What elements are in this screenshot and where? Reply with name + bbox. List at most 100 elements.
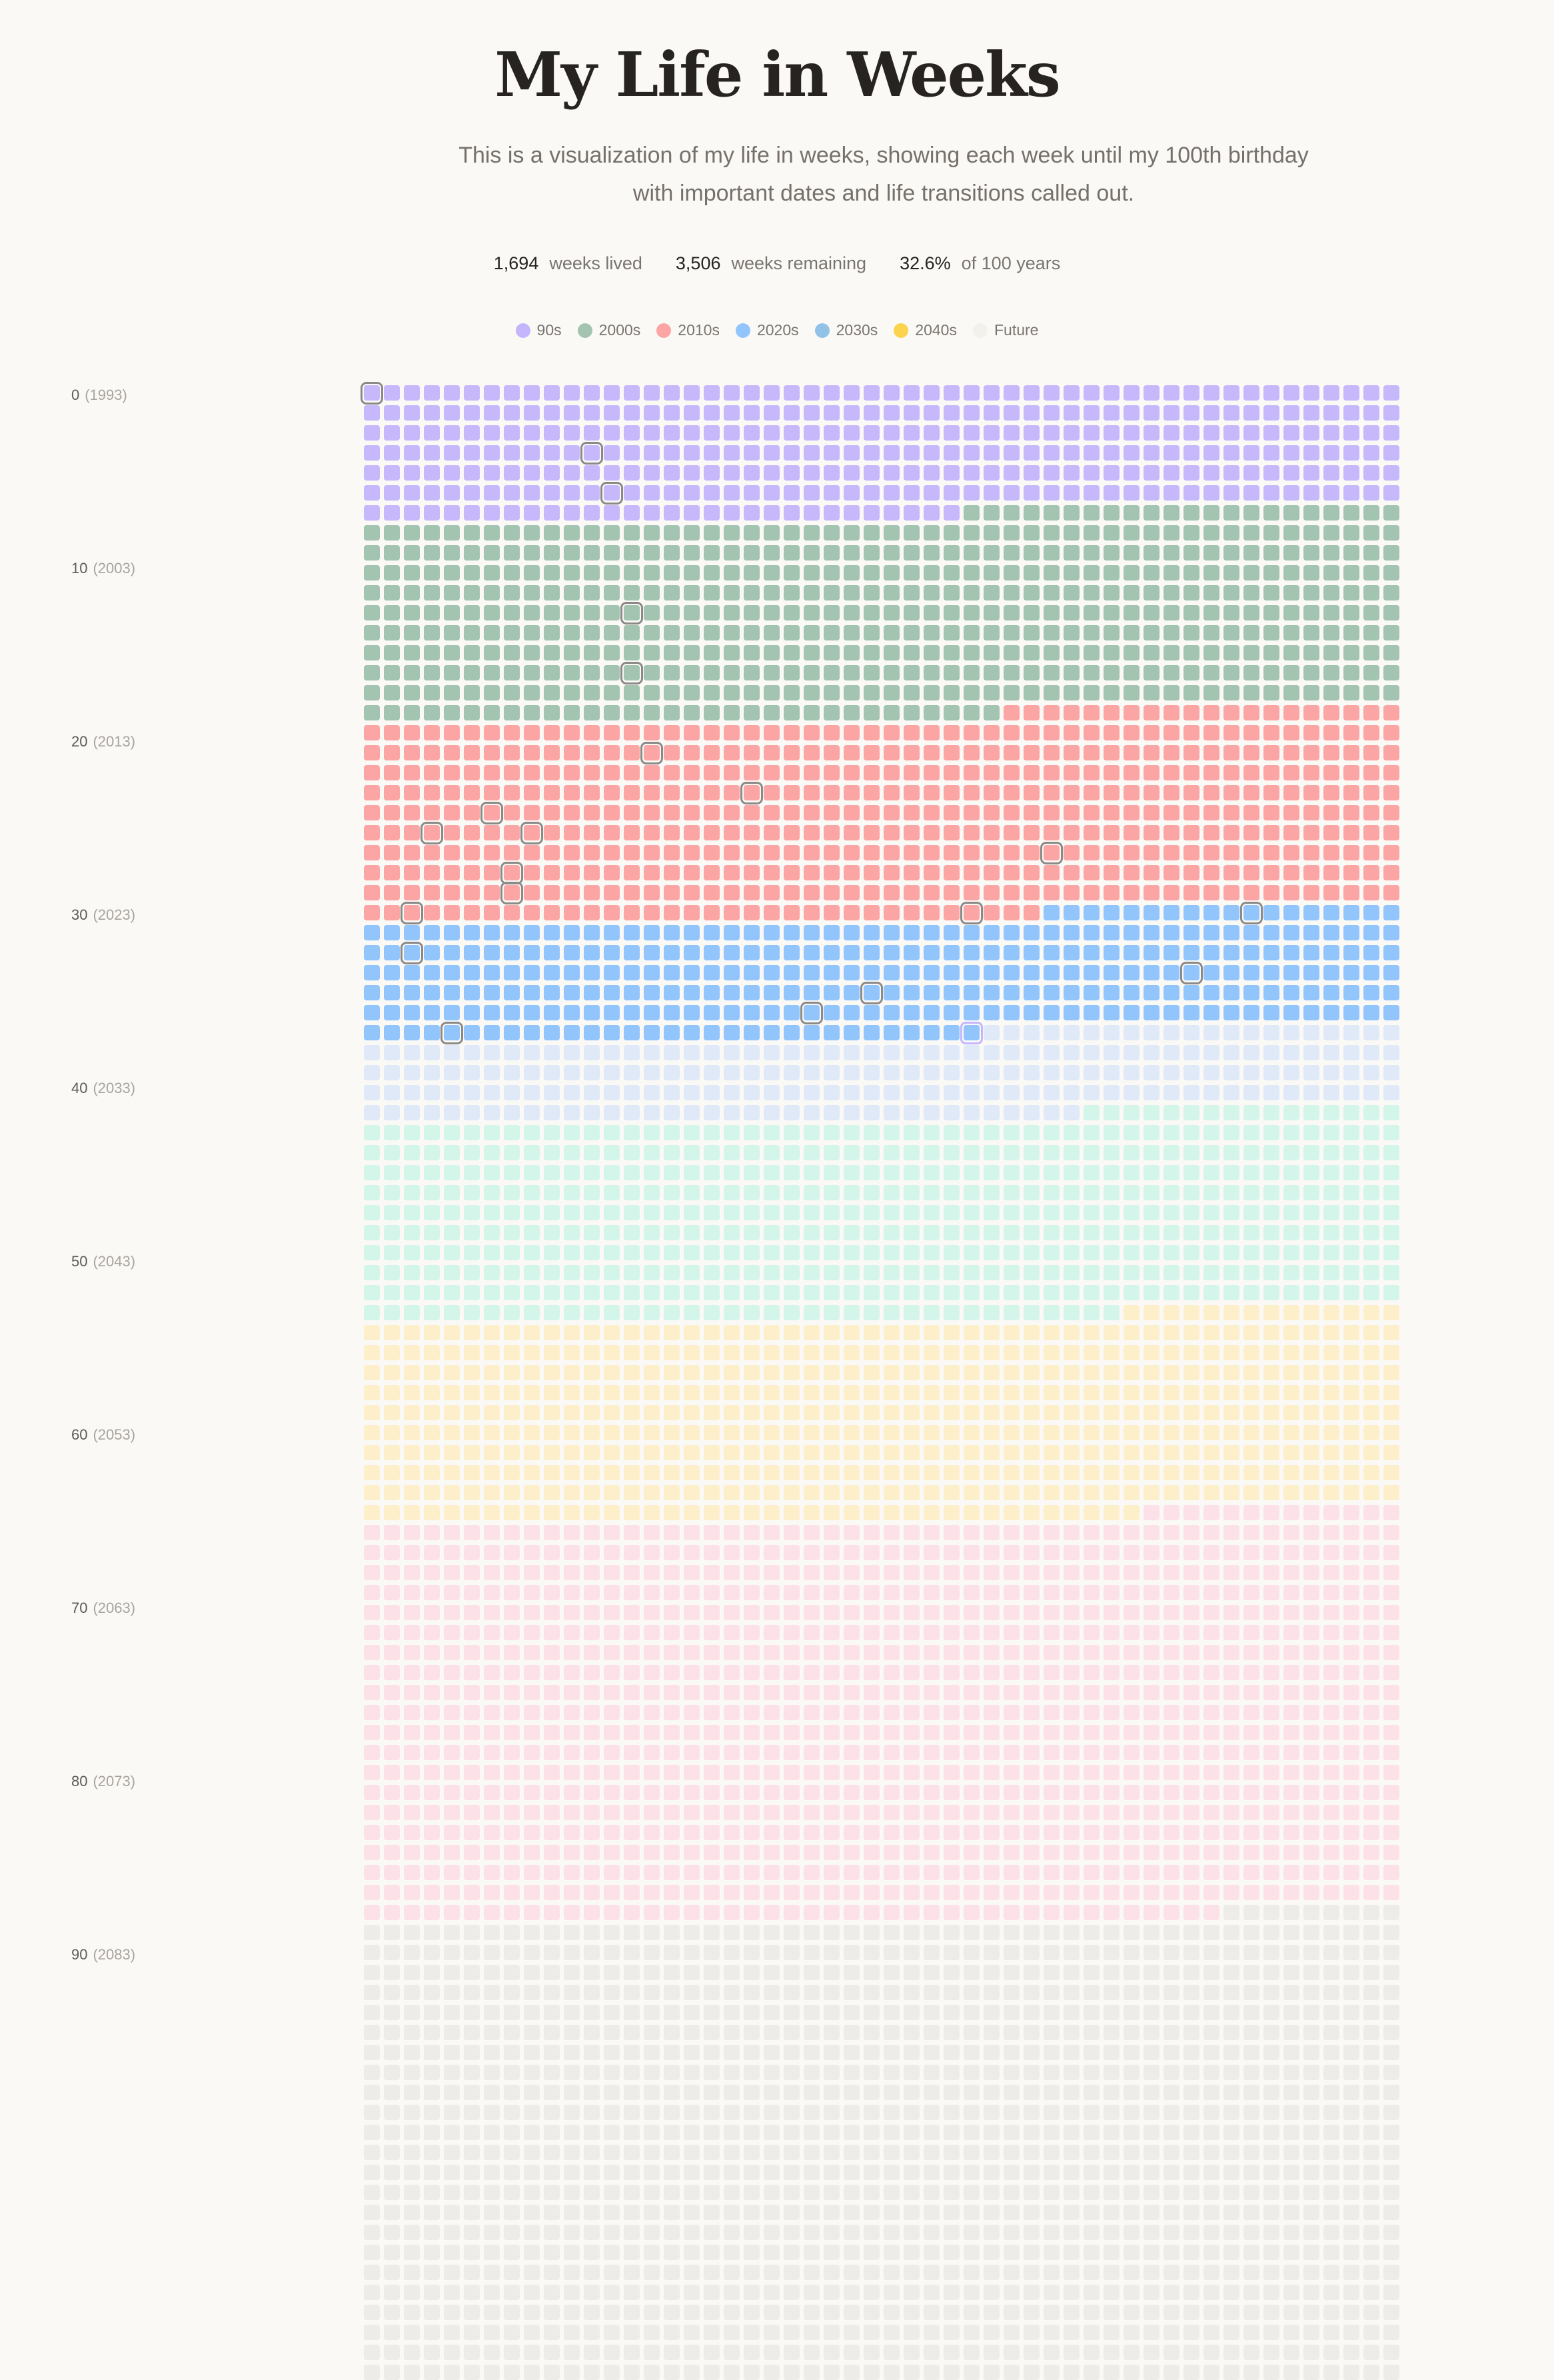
week-cell[interactable]	[1323, 465, 1339, 481]
week-cell[interactable]	[1263, 485, 1279, 501]
week-cell[interactable]	[704, 1865, 720, 1880]
week-cell[interactable]	[904, 2185, 920, 2200]
week-cell[interactable]	[964, 445, 980, 461]
week-cell[interactable]	[1024, 1585, 1040, 1600]
week-cell[interactable]	[1124, 525, 1140, 541]
week-cell[interactable]	[784, 1665, 800, 1680]
week-cell[interactable]	[1004, 625, 1020, 640]
week-cell[interactable]	[1323, 985, 1339, 1000]
week-cell[interactable]	[964, 425, 980, 441]
week-cell[interactable]	[364, 1965, 380, 1980]
week-cell[interactable]	[504, 405, 520, 421]
week-cell[interactable]	[904, 1345, 920, 1360]
week-cell[interactable]	[1303, 825, 1319, 840]
week-cell[interactable]	[944, 1825, 960, 1840]
week-cell[interactable]	[664, 1085, 680, 1100]
week-cell[interactable]	[804, 1265, 820, 1280]
week-cell[interactable]	[1044, 1585, 1060, 1600]
week-cell[interactable]	[504, 845, 520, 860]
week-cell[interactable]	[544, 1085, 560, 1100]
week-cell[interactable]	[1164, 845, 1179, 860]
week-cell[interactable]	[924, 825, 940, 840]
week-cell[interactable]	[764, 885, 780, 900]
week-cell[interactable]	[1104, 1365, 1120, 1380]
week-cell[interactable]	[644, 2265, 660, 2280]
week-cell[interactable]	[984, 805, 1000, 820]
week-cell[interactable]	[824, 1705, 840, 1720]
week-cell[interactable]	[1363, 1125, 1379, 1140]
week-cell[interactable]	[544, 1825, 560, 1840]
week-cell[interactable]	[704, 2105, 720, 2120]
week-cell[interactable]	[404, 1625, 420, 1640]
week-cell[interactable]	[1104, 1185, 1120, 1200]
week-cell[interactable]	[1044, 1185, 1060, 1200]
week-cell[interactable]	[664, 465, 680, 481]
week-cell[interactable]	[644, 985, 660, 1000]
week-cell[interactable]	[404, 1825, 420, 1840]
week-cell[interactable]	[644, 1205, 660, 1220]
week-cell[interactable]	[584, 2025, 600, 2040]
week-cell[interactable]	[804, 1465, 820, 1480]
week-cell[interactable]	[404, 1165, 420, 1180]
week-cell[interactable]	[544, 505, 560, 521]
week-cell[interactable]	[884, 1905, 900, 1920]
week-cell[interactable]	[984, 885, 1000, 900]
week-cell[interactable]	[544, 2045, 560, 2060]
week-cell[interactable]	[484, 705, 500, 720]
week-cell[interactable]	[1084, 485, 1100, 501]
week-cell[interactable]	[564, 1725, 580, 1740]
week-cell[interactable]	[1144, 1605, 1160, 1620]
week-cell[interactable]	[1303, 1925, 1319, 1940]
week-cell[interactable]	[1383, 385, 1399, 401]
week-cell[interactable]	[1144, 765, 1160, 780]
week-cell[interactable]	[1203, 685, 1219, 700]
week-cell[interactable]	[1383, 2185, 1399, 2200]
week-cell[interactable]	[1124, 825, 1140, 840]
week-cell[interactable]	[684, 905, 700, 920]
week-cell[interactable]	[864, 1605, 880, 1620]
week-cell[interactable]	[1144, 2185, 1160, 2200]
week-cell[interactable]	[1183, 1005, 1199, 1020]
week-cell[interactable]	[864, 545, 880, 561]
week-cell[interactable]	[1004, 1085, 1020, 1100]
week-cell[interactable]	[384, 405, 400, 421]
week-cell[interactable]	[1243, 1065, 1259, 1080]
week-cell[interactable]	[644, 905, 660, 920]
week-cell[interactable]	[924, 1225, 940, 1240]
week-cell[interactable]	[1343, 1825, 1359, 1840]
week-cell[interactable]	[1064, 785, 1080, 800]
week-cell[interactable]	[1343, 1705, 1359, 1720]
week-cell[interactable]	[1064, 1225, 1080, 1240]
week-cell[interactable]	[424, 1465, 440, 1480]
week-cell[interactable]	[944, 2165, 960, 2180]
week-cell[interactable]	[464, 1845, 480, 1860]
week-cell[interactable]	[624, 385, 640, 401]
week-cell[interactable]	[1044, 1345, 1060, 1360]
week-cell[interactable]	[884, 585, 900, 600]
week-cell[interactable]	[924, 1545, 940, 1560]
week-cell[interactable]	[1203, 1065, 1219, 1080]
week-cell[interactable]	[604, 1585, 620, 1600]
week-cell[interactable]	[1223, 1905, 1239, 1920]
week-cell[interactable]	[644, 1685, 660, 1700]
week-cell[interactable]	[444, 2125, 460, 2140]
week-cell[interactable]	[544, 1245, 560, 1260]
week-cell[interactable]	[444, 745, 460, 760]
week-cell[interactable]	[1183, 1125, 1199, 1140]
week-cell[interactable]	[1323, 745, 1339, 760]
week-cell[interactable]	[1283, 1485, 1299, 1500]
week-cell[interactable]	[784, 1925, 800, 1940]
week-cell[interactable]	[724, 2005, 740, 2020]
week-cell[interactable]	[464, 925, 480, 940]
week-cell[interactable]	[604, 1725, 620, 1740]
week-cell[interactable]	[524, 645, 540, 660]
week-cell[interactable]	[1303, 525, 1319, 541]
week-cell[interactable]	[1064, 905, 1080, 920]
week-cell[interactable]	[444, 1905, 460, 1920]
week-cell[interactable]	[1363, 2185, 1379, 2200]
week-cell[interactable]	[744, 2225, 760, 2240]
week-cell[interactable]	[684, 1145, 700, 1160]
week-cell[interactable]	[1164, 545, 1179, 561]
week-cell[interactable]	[584, 2105, 600, 2120]
week-cell[interactable]	[1363, 1485, 1379, 1500]
